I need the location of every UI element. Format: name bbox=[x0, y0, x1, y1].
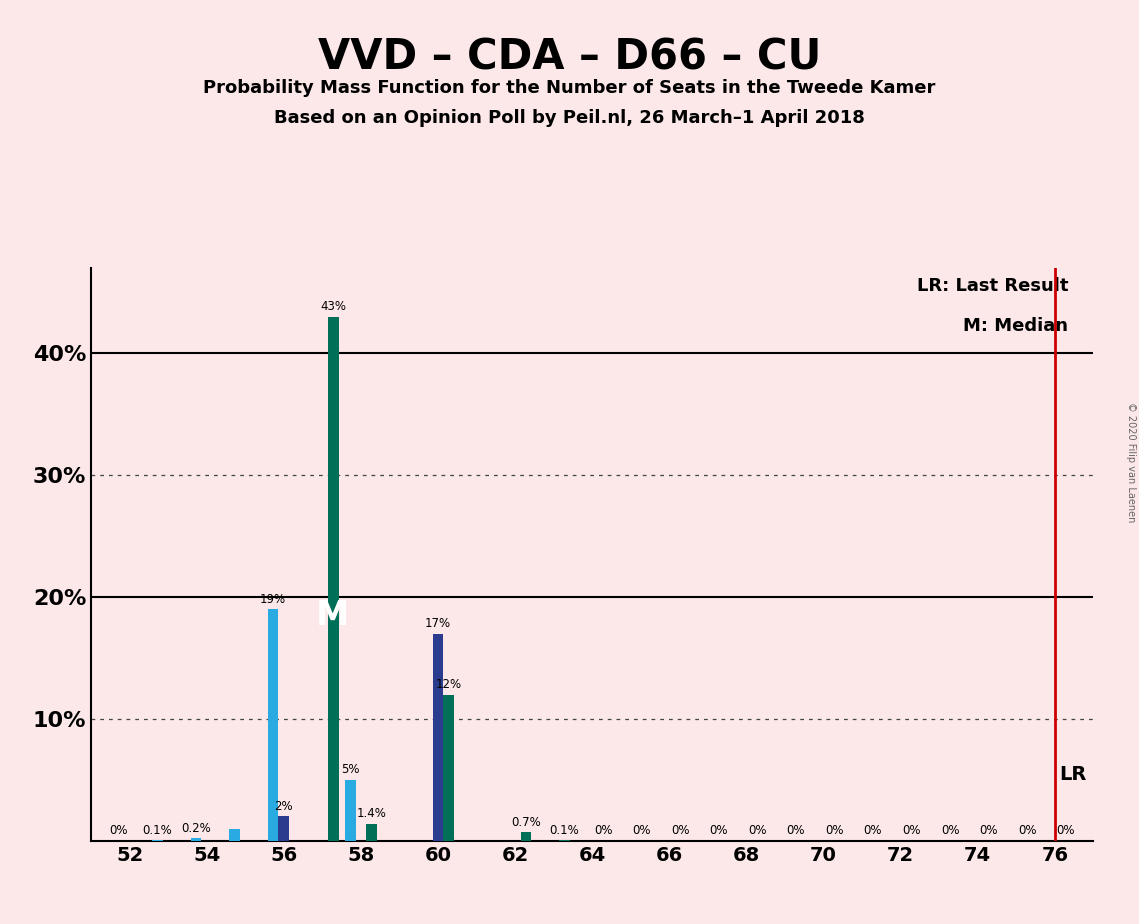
Text: 0.2%: 0.2% bbox=[181, 821, 211, 834]
Text: 0%: 0% bbox=[1057, 824, 1075, 837]
Text: M: Median: M: Median bbox=[964, 317, 1068, 334]
Text: Based on an Opinion Poll by Peil.nl, 26 March–1 April 2018: Based on an Opinion Poll by Peil.nl, 26 … bbox=[274, 109, 865, 127]
Bar bbox=[521, 833, 532, 841]
Text: 0%: 0% bbox=[787, 824, 805, 837]
Text: 43%: 43% bbox=[320, 300, 346, 313]
Bar bbox=[278, 817, 289, 841]
Text: VVD – CDA – D66 – CU: VVD – CDA – D66 – CU bbox=[318, 37, 821, 79]
Text: 5%: 5% bbox=[341, 763, 360, 776]
Text: 19%: 19% bbox=[260, 592, 286, 605]
Text: 0%: 0% bbox=[902, 824, 920, 837]
Text: 0.7%: 0.7% bbox=[511, 816, 541, 829]
Text: 0.1%: 0.1% bbox=[142, 824, 172, 837]
Text: 0%: 0% bbox=[980, 824, 998, 837]
Text: 0%: 0% bbox=[863, 824, 883, 837]
Text: 0%: 0% bbox=[671, 824, 689, 837]
Text: LR: LR bbox=[1059, 764, 1087, 784]
Bar bbox=[433, 634, 443, 841]
Text: Probability Mass Function for the Number of Seats in the Tweede Kamer: Probability Mass Function for the Number… bbox=[204, 79, 935, 96]
Text: 0%: 0% bbox=[109, 824, 128, 837]
Bar bbox=[328, 317, 338, 841]
Bar bbox=[345, 780, 355, 841]
Text: LR: Last Result: LR: Last Result bbox=[917, 276, 1068, 295]
Text: © 2020 Filip van Laenen: © 2020 Filip van Laenen bbox=[1125, 402, 1136, 522]
Bar bbox=[229, 829, 240, 841]
Text: 0%: 0% bbox=[632, 824, 650, 837]
Bar bbox=[151, 840, 163, 841]
Text: 0%: 0% bbox=[825, 824, 844, 837]
Bar bbox=[367, 824, 377, 841]
Text: 0%: 0% bbox=[593, 824, 613, 837]
Bar bbox=[443, 695, 454, 841]
Text: 17%: 17% bbox=[425, 617, 451, 630]
Text: 0%: 0% bbox=[1018, 824, 1036, 837]
Bar bbox=[268, 609, 278, 841]
Text: 0%: 0% bbox=[710, 824, 728, 837]
Text: 2%: 2% bbox=[274, 800, 293, 813]
Bar bbox=[190, 838, 202, 841]
Text: 0.1%: 0.1% bbox=[550, 824, 580, 837]
Text: M: M bbox=[316, 599, 349, 632]
Text: 0%: 0% bbox=[748, 824, 767, 837]
Text: 12%: 12% bbox=[436, 678, 462, 691]
Bar bbox=[559, 840, 570, 841]
Text: 1.4%: 1.4% bbox=[357, 808, 387, 821]
Text: 0%: 0% bbox=[941, 824, 959, 837]
